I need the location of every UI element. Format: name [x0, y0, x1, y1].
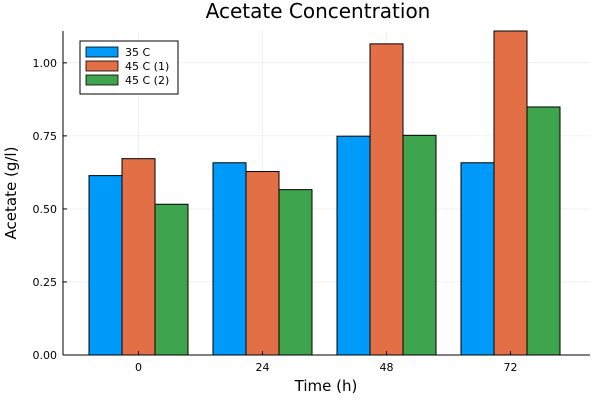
x-tick-label: 0	[135, 361, 142, 374]
x-tick-label: 24	[256, 361, 270, 374]
bar	[460, 162, 495, 356]
bar	[212, 162, 247, 356]
bar	[369, 43, 404, 356]
bar	[88, 175, 123, 356]
bar	[402, 134, 437, 356]
bar	[154, 203, 189, 356]
y-axis-label: Acetate (g/l)	[2, 147, 20, 240]
x-tick-label: 48	[380, 361, 394, 374]
axes	[62, 31, 590, 356]
legend-swatch	[85, 74, 119, 86]
y-tick-label: 1.00	[33, 57, 58, 70]
y-ticks: 0.00 0.25 0.50 0.75 1.00	[33, 57, 67, 362]
bar	[336, 135, 371, 356]
legend-swatch	[85, 60, 119, 72]
y-tick-label: 0.00	[33, 349, 58, 362]
legend-swatch	[85, 46, 119, 58]
x-ticks: 0 24 48 72	[135, 351, 518, 374]
y-tick-label: 0.25	[33, 276, 58, 289]
bar	[121, 158, 156, 356]
y-tick-label: 0.75	[33, 130, 58, 143]
x-axis-label: Time (h)	[294, 377, 358, 395]
legend-label: 45 C (2)	[125, 74, 169, 87]
bar	[278, 189, 313, 356]
bar	[493, 30, 528, 356]
bar	[526, 106, 561, 356]
x-tick-label: 72	[504, 361, 518, 374]
bars	[88, 30, 561, 356]
y-tick-label: 0.50	[33, 203, 58, 216]
chart-title: Acetate Concentration	[206, 0, 431, 23]
legend: 35 C45 C (1)45 C (2)	[79, 40, 179, 95]
legend-label: 45 C (1)	[125, 60, 169, 73]
legend-label: 35 C	[125, 46, 150, 59]
bar	[245, 171, 280, 356]
